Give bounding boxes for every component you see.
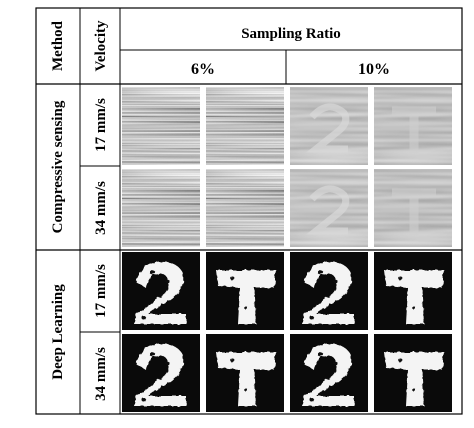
- table-grid: [35, 7, 463, 415]
- method-label-compressive-sensing: Compressive sensing: [50, 100, 66, 233]
- velocity-label-dl-34: 34 mm/s: [93, 347, 109, 401]
- cs-17-10pct-a-image: [290, 87, 368, 165]
- velocity-label-cs-34: 34 mm/s: [93, 181, 109, 235]
- cs-34-6pct-a-image: [122, 169, 200, 247]
- ratio-6-header: 6%: [191, 61, 215, 78]
- dl-17-6pct-a-image: [122, 252, 200, 330]
- dl-34-6pct-b-image: [206, 334, 284, 412]
- sampling-ratio-header: Sampling Ratio: [241, 26, 341, 42]
- cs-17-6pct-a-image: [122, 87, 200, 165]
- dl-17-6pct-b-image: [206, 252, 284, 330]
- method-label-deep-learning: Deep Learning: [50, 284, 66, 380]
- method-header: Method: [50, 20, 66, 71]
- ratio-10-header: 10%: [358, 61, 390, 78]
- cs-34-10pct-a-image: [290, 169, 368, 247]
- velocity-header: Velocity: [93, 20, 109, 72]
- velocity-label-cs-17: 17 mm/s: [93, 98, 109, 152]
- cs-17-6pct-b-image: [206, 87, 284, 165]
- velocity-label-dl-17: 17 mm/s: [93, 264, 109, 318]
- cs-17-10pct-b-image: [374, 87, 452, 165]
- dl-17-10pct-b-image: [374, 252, 452, 330]
- dl-34-6pct-a-image: [122, 334, 200, 412]
- cs-34-10pct-b-image: [374, 169, 452, 247]
- dl-34-10pct-a-image: [290, 334, 368, 412]
- dl-17-10pct-a-image: [290, 252, 368, 330]
- dl-34-10pct-b-image: [374, 334, 452, 412]
- cs-34-6pct-b-image: [206, 169, 284, 247]
